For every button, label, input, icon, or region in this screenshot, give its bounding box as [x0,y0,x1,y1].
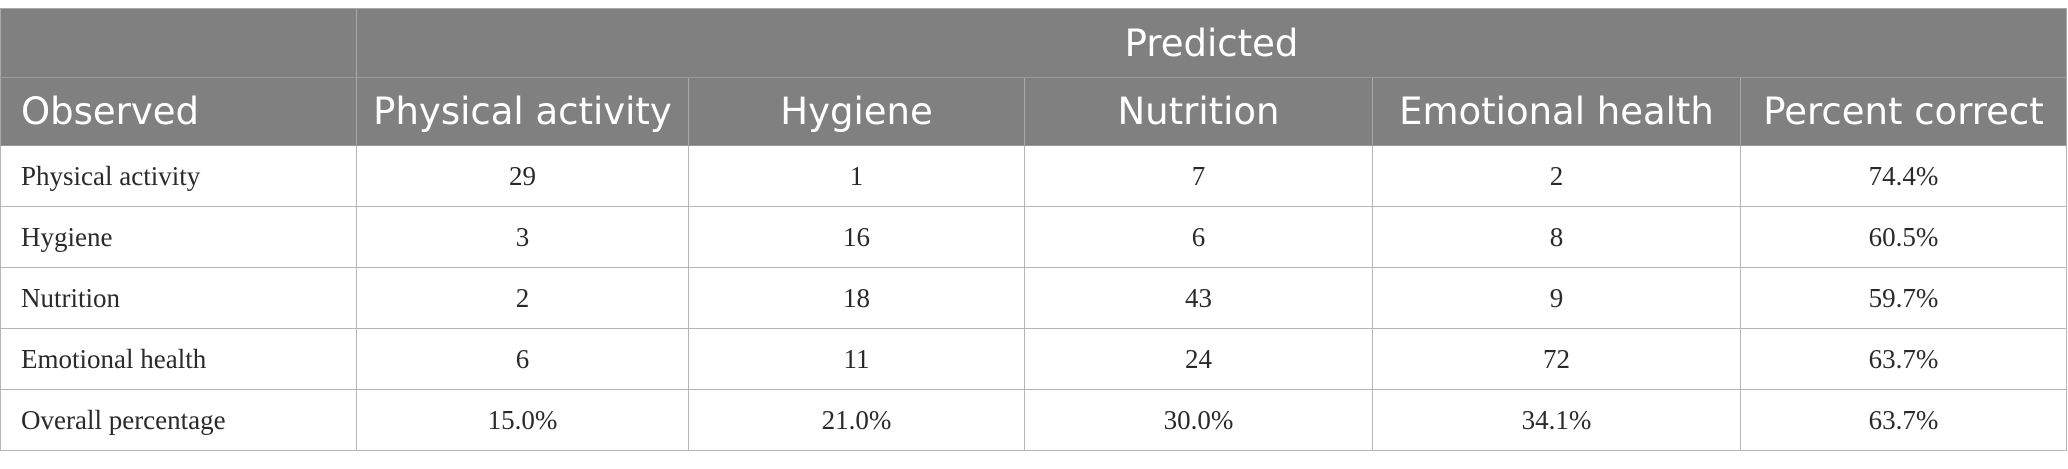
table-cell: 2 [356,267,689,329]
table-cell: 59.7% [1739,267,2068,329]
column-header-nutrition: Nutrition [1024,77,1373,146]
header-row-predicted: Predicted [0,8,2068,78]
table-cell: 2 [1372,145,1741,207]
table-cell: 6 [356,328,689,390]
table-cell: 6 [1024,206,1373,268]
column-header-emotional-health: Emotional health [1372,77,1741,146]
table-cell: 21.0% [688,389,1025,451]
table-cell: 24 [1024,328,1373,390]
observed-header: Observed [0,77,357,146]
table-cell: 15.0% [356,389,689,451]
table-row: Hygiene 3 16 6 8 60.5% [0,206,2068,268]
table-cell: 29 [356,145,689,207]
header-corner-cell [0,8,357,78]
table-cell: 60.5% [1739,206,2068,268]
table-cell: 11 [688,328,1025,390]
table-body: Physical activity 29 1 7 2 74.4% Hygiene… [0,145,2068,451]
table-cell: 7 [1024,145,1373,207]
table-row: Emotional health 6 11 24 72 63.7% [0,328,2068,390]
table-cell: 18 [688,267,1025,329]
row-label: Overall percentage [0,389,357,451]
table-cell: 1 [688,145,1025,207]
predicted-header: Predicted [355,8,2068,78]
table-header: Predicted Observed Physical activity Hyg… [0,8,2068,146]
column-header-percent-correct: Percent correct [1739,77,2068,146]
column-header-physical-activity: Physical activity [356,77,689,146]
table-cell: 9 [1372,267,1741,329]
table-row: Overall percentage 15.0% 21.0% 30.0% 34.… [0,389,2068,451]
table-cell: 74.4% [1739,145,2068,207]
confusion-matrix-table: Predicted Observed Physical activity Hyg… [0,8,2068,451]
table-row: Nutrition 2 18 43 9 59.7% [0,267,2068,329]
table-cell: 16 [688,206,1025,268]
header-row-columns: Observed Physical activity Hygiene Nutri… [0,77,2068,146]
row-label: Hygiene [0,206,357,268]
table-row: Physical activity 29 1 7 2 74.4% [0,145,2068,207]
row-label: Physical activity [0,145,357,207]
table-cell: 63.7% [1739,389,2068,451]
row-label: Emotional health [0,328,357,390]
table-cell: 30.0% [1024,389,1373,451]
table-cell: 34.1% [1372,389,1741,451]
table-cell: 63.7% [1739,328,2068,390]
table-cell: 43 [1024,267,1373,329]
table-cell: 8 [1372,206,1741,268]
row-label: Nutrition [0,267,357,329]
table-cell: 72 [1372,328,1741,390]
table-cell: 3 [356,206,689,268]
column-header-hygiene: Hygiene [688,77,1025,146]
